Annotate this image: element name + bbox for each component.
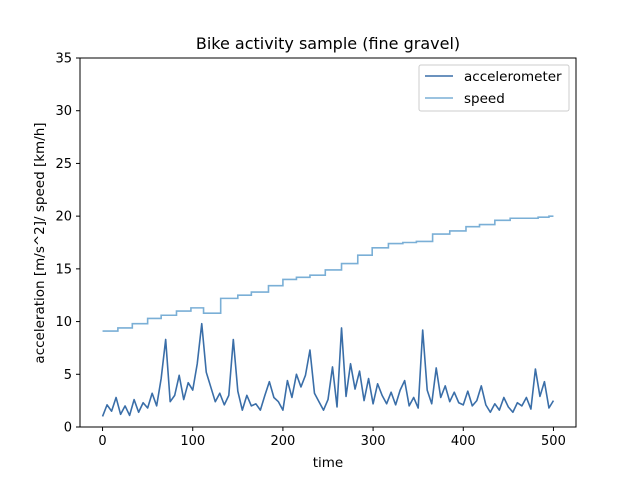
legend: accelerometer speed <box>418 64 570 112</box>
y-tick-label: 5 <box>64 368 72 383</box>
y-axis-label: acceleration [m/s^2]/ speed [km/h] <box>32 122 48 363</box>
axis-ticks: 0 100 200 300 400 500 0 5 10 15 20 25 30 35 <box>55 52 565 450</box>
plot-area <box>79 57 577 428</box>
legend-label-speed: speed <box>464 91 505 107</box>
series-line-accelerometer <box>101 322 555 417</box>
x-axis-label: time <box>313 455 344 471</box>
y-tick-label: 15 <box>55 262 72 277</box>
y-tick-label: 0 <box>64 421 72 436</box>
x-tick-label: 100 <box>180 434 205 449</box>
y-tick-label: 35 <box>55 52 72 67</box>
y-tick-label: 30 <box>55 104 72 119</box>
x-tick-label: 300 <box>361 434 386 449</box>
x-tick-label: 500 <box>541 434 566 449</box>
y-tick-label: 20 <box>55 210 72 225</box>
legend-label-accelerometer: accelerometer <box>464 69 562 85</box>
legend-box <box>418 64 570 112</box>
y-tick-label: 10 <box>55 315 72 330</box>
chart-title: Bike activity sample (fine gravel) <box>196 34 460 53</box>
y-tick-label: 25 <box>55 157 72 172</box>
series-line-speed <box>102 215 554 332</box>
x-tick-label: 400 <box>451 434 476 449</box>
x-tick-label: 0 <box>98 434 106 449</box>
axes-frame <box>79 57 577 428</box>
x-tick-label: 200 <box>270 434 295 449</box>
